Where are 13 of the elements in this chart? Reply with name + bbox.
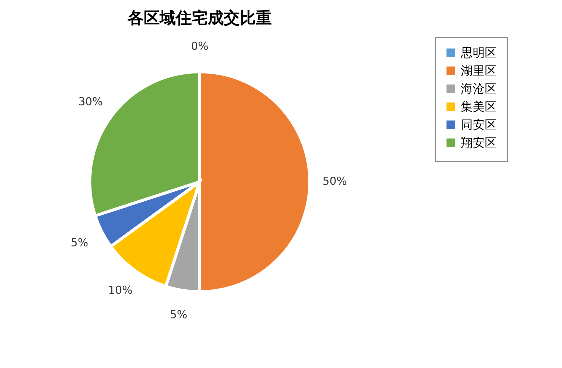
legend-label: 海沧区 (461, 82, 497, 96)
data-label: 10% (108, 284, 133, 298)
data-label: 5% (70, 236, 88, 250)
data-label: 50% (322, 175, 348, 188)
legend-label: 思明区 (460, 46, 497, 60)
data-label: 5% (170, 308, 188, 322)
legend-label: 同安区 (461, 118, 497, 132)
legend-label: 翔安区 (461, 136, 497, 150)
legend-label: 湖里区 (461, 64, 497, 78)
chart-title: 各区域住宅成交比重 (127, 8, 272, 28)
text: 0% (191, 40, 209, 53)
data-label: 30% (78, 96, 104, 109)
legend-label: 集美区 (461, 100, 497, 114)
